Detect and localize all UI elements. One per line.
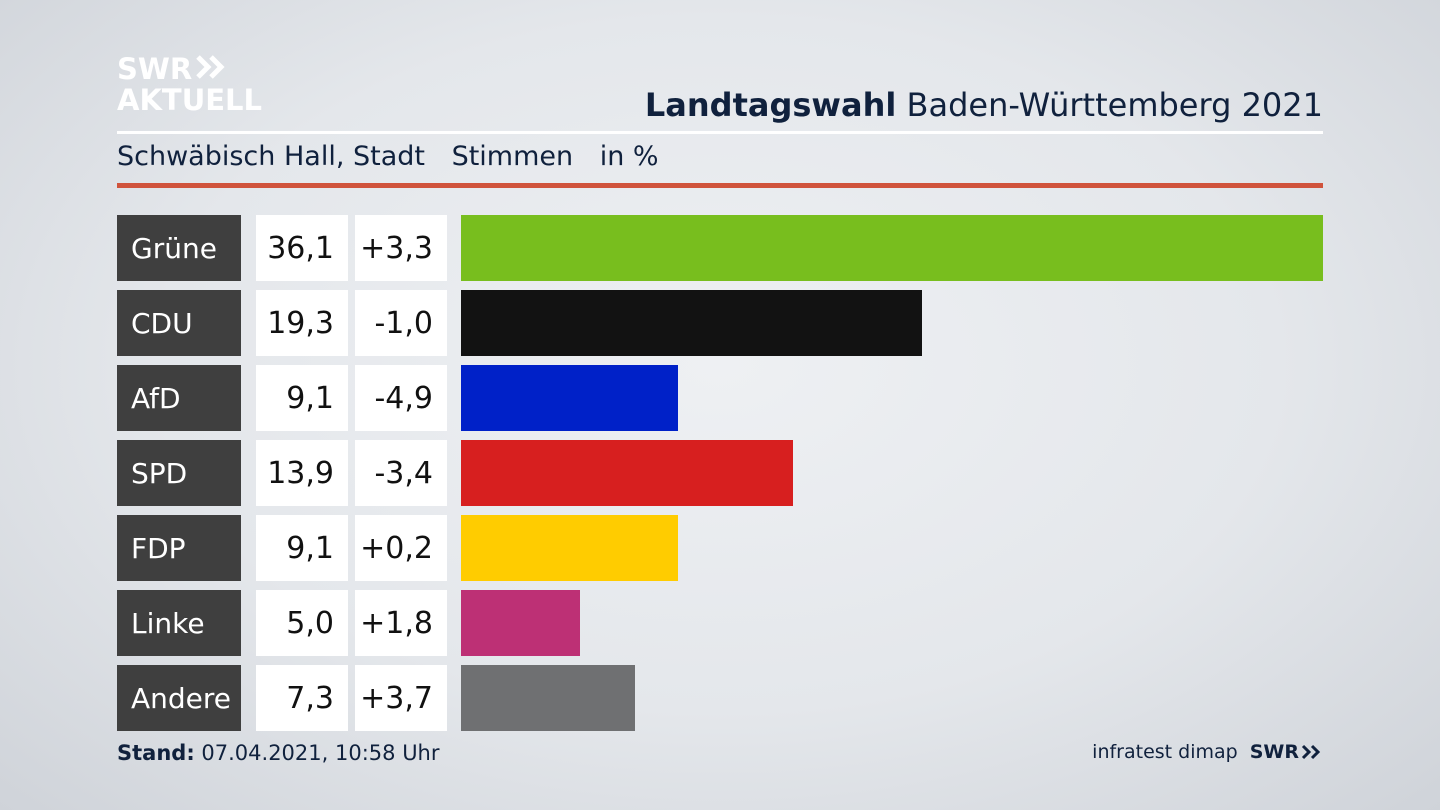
source-text: infratest dimap [1092,741,1238,763]
vote-share-label: 36,1 [256,215,348,281]
change-label: +0,2 [355,515,447,581]
change-label: +3,3 [355,215,447,281]
bar [461,215,1323,281]
party-label: Andere [117,665,241,731]
change-label: +3,7 [355,665,447,731]
title-bold: Landtagswahl [644,86,897,124]
source-credit: infratest dimap SWR [1092,741,1323,763]
subtitle-place: Schwäbisch Hall, Stadt [117,141,425,172]
bar [461,290,922,356]
party-label: Grüne [117,215,241,281]
accent-divider [117,183,1323,188]
change-label: -3,4 [355,440,447,506]
swr-footer-text: SWR [1249,741,1299,763]
party-label: FDP [117,515,241,581]
logo-text-swr: SWR [117,52,193,86]
party-label: SPD [117,440,241,506]
party-label: Linke [117,590,241,656]
bar [461,365,678,431]
swr-aktuell-logo: SWR AKTUELL [117,54,262,116]
logo-text-aktuell: AKTUELL [117,83,263,117]
timestamp-label: Stand: [117,741,195,765]
subtitle-unit: in % [599,141,659,172]
subtitle-measure: Stimmen [451,141,574,172]
subtitle: Schwäbisch Hall, Stadt Stimmen in % [117,141,677,172]
title-divider [117,131,1323,134]
bar-row: SPD 13,9 -3,4 [117,440,1323,506]
bar-row: AfD 9,1 -4,9 [117,365,1323,431]
bar-row: Andere 7,3 +3,7 [117,665,1323,731]
double-chevron-right-icon [196,54,226,85]
change-label: -1,0 [355,290,447,356]
bar-row: Grüne 36,1 +3,3 [117,215,1323,281]
bar [461,590,580,656]
timestamp-value: 07.04.2021, 10:58 Uhr [201,741,440,765]
swr-footer-logo: SWR [1250,741,1323,763]
vote-share-label: 13,9 [256,440,348,506]
party-label: AfD [117,365,241,431]
double-chevron-right-icon [1301,744,1321,760]
bar-row: FDP 9,1 +0,2 [117,515,1323,581]
vote-share-label: 7,3 [256,665,348,731]
bar-row: CDU 19,3 -1,0 [117,290,1323,356]
change-label: -4,9 [355,365,447,431]
bar-row: Linke 5,0 +1,8 [117,590,1323,656]
title-rest: Baden-Württemberg 2021 [906,86,1324,124]
vote-share-label: 9,1 [256,365,348,431]
timestamp: Stand: 07.04.2021, 10:58 Uhr [117,741,440,765]
bar [461,665,635,731]
bar [461,440,793,506]
vote-share-label: 9,1 [256,515,348,581]
page-title: Landtagswahl Baden-Württemberg 2021 [645,86,1323,124]
change-label: +1,8 [355,590,447,656]
vote-share-label: 5,0 [256,590,348,656]
party-label: CDU [117,290,241,356]
vote-share-label: 19,3 [256,290,348,356]
bar [461,515,678,581]
